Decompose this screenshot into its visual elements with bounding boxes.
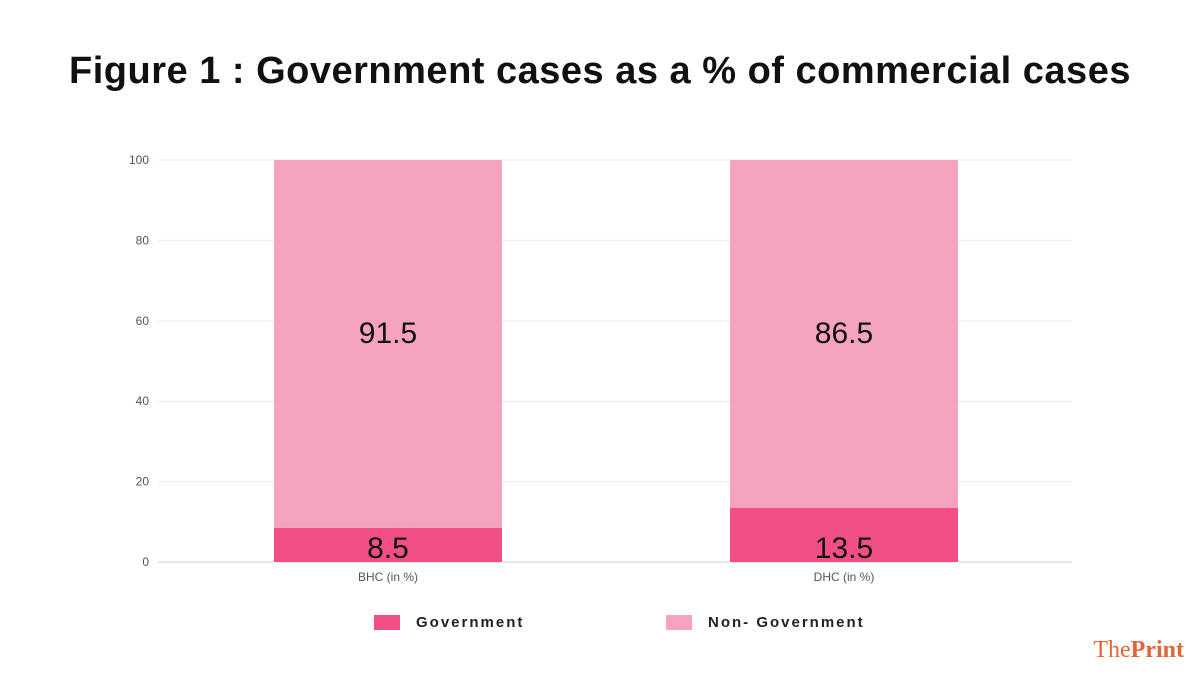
data-label: 91.5 (359, 317, 417, 350)
y-tick-label: 20 (136, 475, 150, 489)
y-tick-label: 80 (136, 233, 150, 247)
logo-the: The (1093, 637, 1131, 663)
y-tick-label: 60 (136, 314, 150, 328)
x-tick-label: BHC (in %) (358, 570, 418, 584)
bar-non-government-0 (274, 160, 502, 528)
legend-item-non-government: Non- Government (666, 614, 865, 631)
logo-print: Print (1130, 637, 1184, 663)
bar-government-1 (730, 507, 958, 562)
theprint-logo: ThePrint (1093, 638, 1184, 662)
data-label: 13.5 (815, 532, 873, 565)
legend-label-non-government: Non- Government (708, 614, 865, 631)
y-tick-label: 40 (136, 394, 150, 408)
data-label: 86.5 (815, 317, 873, 350)
chart-title: Figure 1 : Government cases as a % of co… (69, 50, 1131, 92)
legend-label-government: Government (416, 614, 525, 631)
y-tick-label: 100 (129, 153, 149, 167)
bar-non-government-1 (730, 160, 958, 508)
bar-government-0 (274, 527, 502, 562)
data-label: 8.5 (367, 532, 409, 565)
y-tick-label: 0 (142, 555, 149, 569)
legend-swatch-government (374, 615, 400, 630)
legend-swatch-non-government (666, 615, 692, 630)
x-tick-label: DHC (in %) (814, 570, 875, 584)
legend-item-government: Government (374, 614, 524, 631)
